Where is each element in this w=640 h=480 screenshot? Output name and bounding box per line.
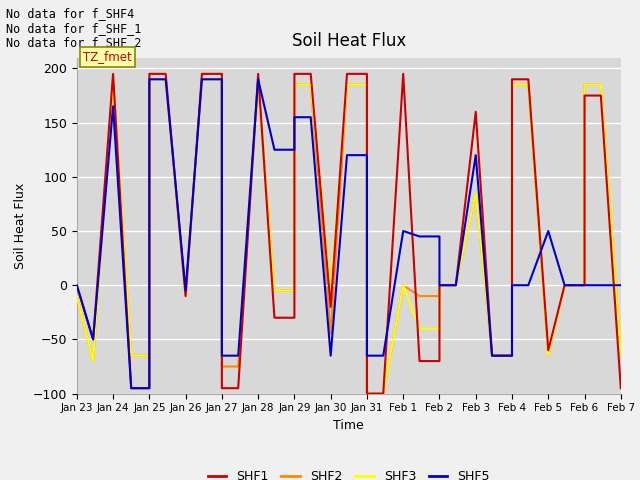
Title: Soil Heat Flux: Soil Heat Flux: [292, 33, 406, 50]
Text: No data for f_SHF4: No data for f_SHF4: [6, 7, 134, 20]
X-axis label: Time: Time: [333, 419, 364, 432]
Text: No data for f_SHF_2: No data for f_SHF_2: [6, 36, 142, 49]
Legend: SHF1, SHF2, SHF3, SHF5: SHF1, SHF2, SHF3, SHF5: [203, 465, 495, 480]
Text: TZ_fmet: TZ_fmet: [83, 50, 132, 63]
Y-axis label: Soil Heat Flux: Soil Heat Flux: [14, 182, 27, 269]
Text: No data for f_SHF_1: No data for f_SHF_1: [6, 22, 142, 35]
